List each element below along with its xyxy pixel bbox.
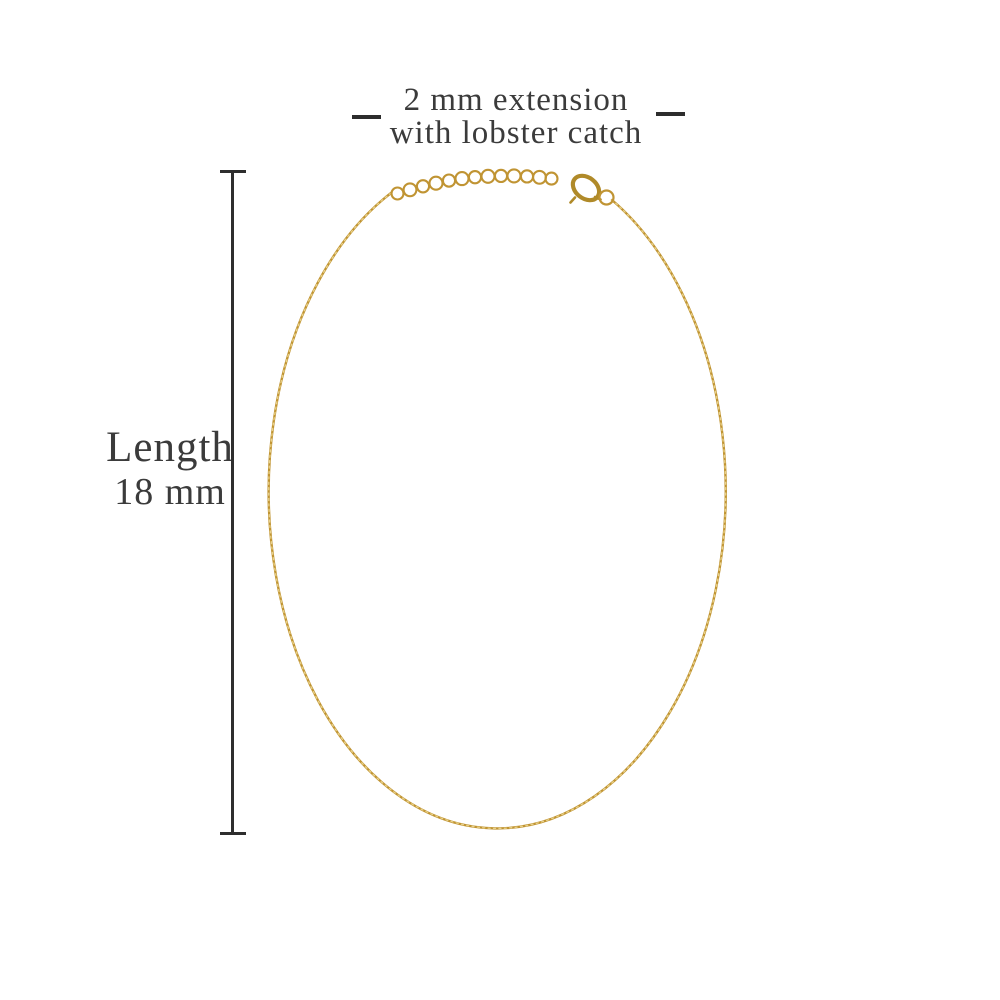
extension-link bbox=[544, 171, 559, 186]
extension-annotation-right-dash bbox=[656, 112, 685, 116]
extension-link bbox=[415, 179, 431, 194]
lobster-clasp bbox=[569, 173, 602, 204]
length-annotation-line1: Length bbox=[106, 424, 234, 471]
main-chain-base bbox=[267, 191, 727, 830]
length-measure-cap-top bbox=[220, 169, 246, 173]
extension-link bbox=[441, 173, 457, 188]
extension-link bbox=[454, 171, 470, 187]
extension-link bbox=[519, 169, 535, 184]
extension-annotation-line2: with lobster catch bbox=[389, 115, 643, 151]
length-annotation-line2: 18 mm bbox=[114, 471, 226, 513]
length-measure-line bbox=[231, 171, 234, 834]
length-annotation: Length 18 mm bbox=[95, 426, 245, 511]
jump-ring bbox=[598, 189, 615, 206]
extension-link bbox=[480, 168, 496, 184]
extension-annotation: 2 mm extension with lobster catch bbox=[0, 84, 1000, 150]
extension-annotation-left-dash bbox=[352, 115, 381, 119]
lobster-clasp-trigger bbox=[569, 196, 577, 204]
extension-annotation-line1: 2 mm extension bbox=[403, 82, 629, 118]
extension-link bbox=[493, 168, 509, 184]
length-measure-cap-bottom bbox=[220, 831, 246, 835]
extension-link bbox=[532, 169, 547, 185]
extension-chain bbox=[390, 168, 559, 201]
extension-link bbox=[506, 168, 522, 184]
extension-link bbox=[390, 186, 405, 201]
extension-link bbox=[428, 175, 444, 191]
extension-link bbox=[402, 182, 418, 198]
extension-link bbox=[467, 170, 483, 185]
main-chain bbox=[267, 191, 727, 830]
